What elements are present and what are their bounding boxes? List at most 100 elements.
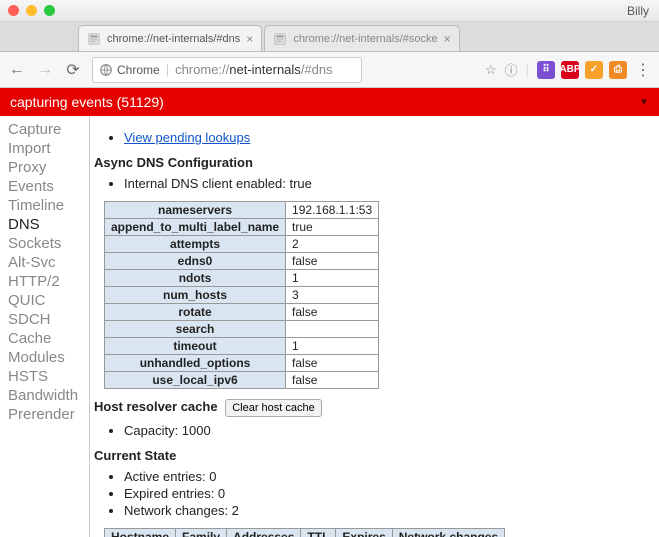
right-icons: ☆ ⓘ | ⠿ABP✓⎙ ⋮ — [485, 60, 651, 80]
globe-icon — [99, 63, 113, 77]
extension-icon[interactable]: ✓ — [585, 61, 603, 79]
sidebar-item-events[interactable]: Events — [8, 177, 87, 196]
config-value: 192.168.1.1:53 — [286, 202, 379, 219]
config-table: nameservers192.168.1.1:53append_to_multi… — [104, 201, 379, 389]
config-row: search — [105, 321, 379, 338]
sidebar-item-dns[interactable]: DNS — [8, 215, 87, 234]
capturing-banner[interactable]: capturing events (51129) ▼ — [0, 88, 659, 116]
config-row: unhandled_optionsfalse — [105, 355, 379, 372]
content: CaptureImportProxyEventsTimelineDNSSocke… — [0, 116, 659, 537]
extension-icon[interactable]: ⎙ — [609, 61, 627, 79]
sidebar-item-sdch[interactable]: SDCH — [8, 310, 87, 329]
clear-cache-button[interactable]: Clear host cache — [225, 399, 322, 417]
state-col-header: Family — [176, 529, 227, 537]
state-col-header: Network changes — [392, 529, 504, 537]
sidebar-item-cache[interactable]: Cache — [8, 329, 87, 348]
config-key: unhandled_options — [105, 355, 286, 372]
config-value: false — [286, 253, 379, 270]
tab-strip: chrome://net-internals/#dns×chrome://net… — [0, 22, 659, 52]
back-button[interactable]: ← — [8, 61, 26, 79]
menu-icon[interactable]: ⋮ — [635, 60, 651, 80]
config-row: use_local_ipv6false — [105, 372, 379, 389]
sidebar-item-proxy[interactable]: Proxy — [8, 158, 87, 177]
config-key: rotate — [105, 304, 286, 321]
sidebar-item-http-2[interactable]: HTTP/2 — [8, 272, 87, 291]
config-key: search — [105, 321, 286, 338]
bookmark-star-icon[interactable]: ☆ — [485, 62, 497, 78]
sidebar: CaptureImportProxyEventsTimelineDNSSocke… — [0, 116, 90, 537]
sidebar-item-capture[interactable]: Capture — [8, 120, 87, 139]
config-value: false — [286, 372, 379, 389]
config-key: use_local_ipv6 — [105, 372, 286, 389]
maximize-window-button[interactable] — [44, 5, 55, 16]
config-key: timeout — [105, 338, 286, 355]
config-row: nameservers192.168.1.1:53 — [105, 202, 379, 219]
tab-close-icon[interactable]: × — [444, 32, 451, 46]
tab-inactive[interactable]: chrome://net-internals/#socke × — [264, 25, 459, 51]
config-key: attempts — [105, 236, 286, 253]
config-value: 3 — [286, 287, 379, 304]
state-col-header: Addresses — [227, 529, 301, 537]
config-row: ndots1 — [105, 270, 379, 287]
config-value: true — [286, 219, 379, 236]
profile-name[interactable]: Billy — [627, 4, 649, 18]
main-panel: View pending lookups Async DNS Configura… — [90, 116, 659, 537]
state-table: HostnameFamilyAddressesTTLExpiresNetwork… — [104, 528, 505, 537]
navbar: ← → ⟳ Chrome | chrome://net-internals/#d… — [0, 52, 659, 88]
config-value: false — [286, 355, 379, 372]
config-key: append_to_multi_label_name — [105, 219, 286, 236]
config-key: ndots — [105, 270, 286, 287]
config-value: 1 — [286, 338, 379, 355]
sidebar-item-hsts[interactable]: HSTS — [8, 367, 87, 386]
config-row: attempts2 — [105, 236, 379, 253]
reload-button[interactable]: ⟳ — [64, 60, 82, 80]
state-col-header: Hostname — [105, 529, 176, 537]
sidebar-item-sockets[interactable]: Sockets — [8, 234, 87, 253]
sidebar-item-alt-svc[interactable]: Alt-Svc — [8, 253, 87, 272]
banner-text: capturing events (51129) — [10, 94, 164, 110]
config-row: timeout1 — [105, 338, 379, 355]
banner-expand-icon[interactable]: ▼ — [639, 97, 649, 108]
tab-title: chrome://net-internals/#socke — [293, 33, 437, 45]
config-key: edns0 — [105, 253, 286, 270]
state-col-header: TTL — [301, 529, 336, 537]
sidebar-item-bandwidth[interactable]: Bandwidth — [8, 386, 87, 405]
current-state-header: Current State — [94, 448, 657, 463]
extension-icon[interactable]: ⠿ — [537, 61, 555, 79]
traffic-lights — [8, 5, 55, 16]
minimize-window-button[interactable] — [26, 5, 37, 16]
close-window-button[interactable] — [8, 5, 19, 16]
config-key: num_hosts — [105, 287, 286, 304]
info-icon[interactable]: ⓘ — [505, 60, 518, 79]
omnibox[interactable]: Chrome | chrome://net-internals/#dns — [92, 57, 362, 83]
chip-label: Chrome — [117, 63, 160, 77]
resolver-header: Host resolver cache — [94, 399, 218, 414]
extension-icon[interactable]: ABP — [561, 61, 579, 79]
capacity-line: Capacity: 1000 — [124, 423, 657, 438]
sidebar-item-timeline[interactable]: Timeline — [8, 196, 87, 215]
forward-button[interactable]: → — [36, 61, 54, 79]
config-row: edns0false — [105, 253, 379, 270]
async-header: Async DNS Configuration — [94, 155, 657, 170]
state-col-header: Expires — [336, 529, 392, 537]
sidebar-item-prerender[interactable]: Prerender — [8, 405, 87, 424]
state-bullet: Active entries: 0 — [124, 469, 657, 484]
config-row: num_hosts3 — [105, 287, 379, 304]
view-pending-link[interactable]: View pending lookups — [124, 130, 250, 145]
tab-close-icon[interactable]: × — [246, 32, 253, 46]
internal-dns-line: Internal DNS client enabled: true — [124, 176, 657, 191]
tab-active[interactable]: chrome://net-internals/#dns × — [78, 25, 262, 51]
config-value: 2 — [286, 236, 379, 253]
config-value — [286, 321, 379, 338]
state-bullet: Expired entries: 0 — [124, 486, 657, 501]
tab-title: chrome://net-internals/#dns — [107, 33, 240, 45]
sidebar-item-import[interactable]: Import — [8, 139, 87, 158]
site-chip: Chrome — [99, 63, 160, 77]
config-value: false — [286, 304, 379, 321]
titlebar: Billy — [0, 0, 659, 22]
config-row: rotatefalse — [105, 304, 379, 321]
tab-favicon — [273, 32, 287, 46]
sidebar-item-quic[interactable]: QUIC — [8, 291, 87, 310]
sidebar-item-modules[interactable]: Modules — [8, 348, 87, 367]
config-row: append_to_multi_label_nametrue — [105, 219, 379, 236]
